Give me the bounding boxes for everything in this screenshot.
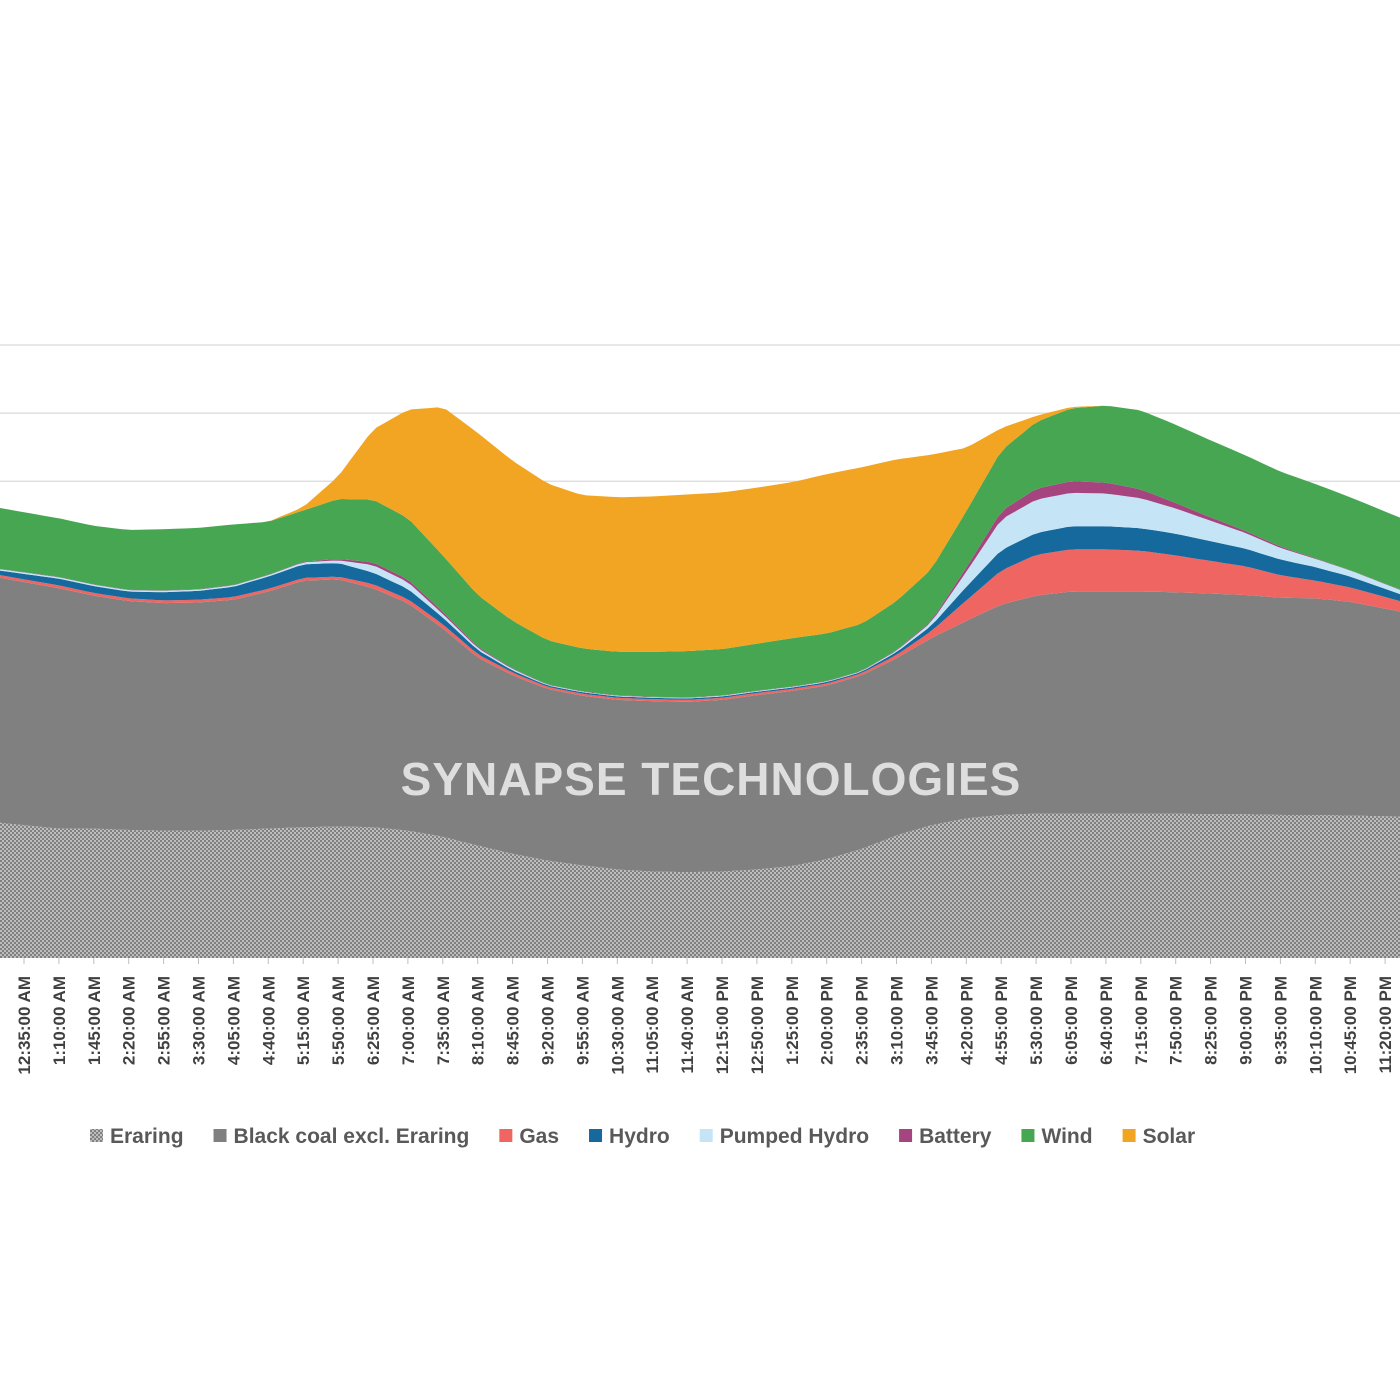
x-tick-label: 2:55:00 AM xyxy=(155,976,174,1065)
x-tick-label: 6:40:00 PM xyxy=(1097,976,1116,1065)
x-tick-label: 3:30:00 AM xyxy=(190,976,209,1065)
x-axis: 12:35:00 AM 1:10:00 AM 1:45:00 AM 2:20:00 A… xyxy=(15,958,1395,1075)
watermark-text: SYNAPSE TECHNOLOGIES xyxy=(401,753,1022,805)
x-tick-label: 12:50:00 PM xyxy=(748,976,767,1074)
area-eraring xyxy=(0,813,1400,958)
legend-swatch-battery xyxy=(899,1129,913,1142)
x-tick-label: 5:30:00 PM xyxy=(1027,976,1046,1065)
x-tick-label: 1:25:00 PM xyxy=(783,976,802,1065)
x-tick-label: 11:40:00 AM xyxy=(678,976,697,1074)
area-hydro xyxy=(0,526,1400,700)
x-tick-label: 3:10:00 PM xyxy=(888,976,907,1065)
x-tick-label: 7:35:00 AM xyxy=(434,976,453,1065)
x-tick-label: 9:55:00 AM xyxy=(573,976,592,1065)
x-tick-label: 1:45:00 AM xyxy=(85,976,104,1065)
x-tick-label: 12:15:00 PM xyxy=(713,976,732,1074)
legend-swatch-black-coal-excl-eraring xyxy=(213,1129,227,1142)
x-tick-label: 7:50:00 PM xyxy=(1167,976,1186,1065)
x-tick-label: 4:05:00 AM xyxy=(224,976,243,1065)
x-tick-label: 11:20:00 PM xyxy=(1376,976,1395,1073)
x-tick-label: 3:45:00 PM xyxy=(922,976,941,1065)
area-wind xyxy=(0,405,1400,698)
area-gas xyxy=(0,549,1400,702)
legend-label-wind: Wind xyxy=(1041,1125,1092,1148)
legend-swatch-wind xyxy=(1021,1129,1035,1142)
x-tick-label: 9:20:00 AM xyxy=(539,976,558,1065)
legend-swatch-hydro xyxy=(589,1129,603,1142)
legend-label-black-coal-excl-eraring: Black coal excl. Eraring xyxy=(234,1125,470,1148)
x-tick-label: 4:40:00 AM xyxy=(259,976,278,1065)
x-tick-label: 5:15:00 AM xyxy=(294,976,313,1065)
x-tick-label: 4:20:00 PM xyxy=(957,976,976,1065)
x-tick-label: 9:35:00 PM xyxy=(1271,976,1290,1065)
series-areas xyxy=(0,405,1400,958)
x-tick-label: 8:45:00 AM xyxy=(504,976,523,1065)
x-tick-label: 8:10:00 AM xyxy=(469,976,488,1065)
legend-label-gas: Gas xyxy=(519,1125,559,1148)
legend-swatch-gas xyxy=(499,1129,513,1142)
x-tick-label: 7:15:00 PM xyxy=(1132,976,1151,1065)
x-tick-label: 6:25:00 AM xyxy=(364,976,383,1065)
legend-swatch-solar xyxy=(1122,1129,1136,1142)
legend-label-pumped-hydro: Pumped Hydro xyxy=(720,1125,869,1148)
area-solar xyxy=(0,405,1400,652)
x-tick-label: 2:20:00 AM xyxy=(120,976,139,1065)
x-tick-label: 4:55:00 PM xyxy=(992,976,1011,1065)
area-black-coal-excl-eraring xyxy=(0,577,1400,873)
legend-label-hydro: Hydro xyxy=(609,1125,670,1148)
x-tick-label: 2:35:00 PM xyxy=(853,976,872,1065)
legend-label-solar: Solar xyxy=(1143,1125,1196,1148)
legend-swatch-eraring xyxy=(90,1129,103,1142)
legend-label-eraring: Eraring xyxy=(110,1125,184,1148)
x-tick-label: 9:00:00 PM xyxy=(1237,976,1256,1065)
x-tick-label: 10:45:00 PM xyxy=(1341,976,1360,1074)
legend-label-battery: Battery xyxy=(919,1125,992,1148)
x-tick-label: 10:10:00 PM xyxy=(1306,976,1325,1074)
x-tick-label: 7:00:00 AM xyxy=(399,976,418,1065)
legend: Eraring Black coal excl. Eraring Gas Hydro P… xyxy=(90,1125,1195,1148)
x-tick-label: 11:05:00 AM xyxy=(643,976,662,1074)
x-tick-label: 8:25:00 PM xyxy=(1202,976,1221,1065)
x-tick-label: 12:35:00 AM xyxy=(15,976,34,1075)
legend-swatch-pumped-hydro xyxy=(699,1129,713,1142)
x-tick-label: 2:00:00 PM xyxy=(818,976,837,1065)
x-tick-label: 6:05:00 PM xyxy=(1062,976,1081,1065)
x-tick-label: 5:50:00 AM xyxy=(329,976,348,1065)
x-tick-label: 1:10:00 AM xyxy=(50,976,69,1065)
x-tick-label: 10:30:00 AM xyxy=(608,976,627,1075)
